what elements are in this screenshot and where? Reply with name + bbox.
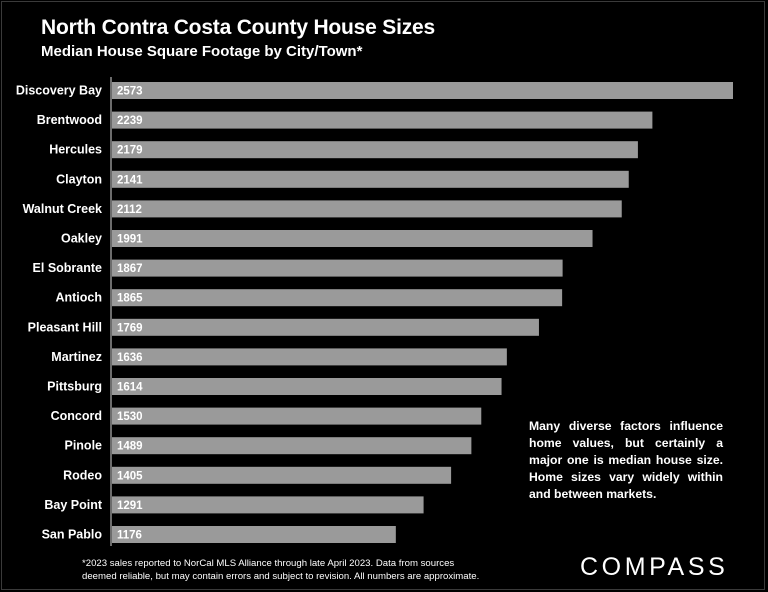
bar (112, 466, 452, 484)
data-label: 2239 (117, 115, 143, 127)
data-label: 1867 (117, 263, 143, 275)
bar (112, 437, 472, 455)
category-label: San Pablo (42, 528, 103, 542)
footnote-line-1: *2023 sales reported to NorCal MLS Allia… (82, 558, 455, 569)
bar (112, 318, 539, 336)
category-label: Martinez (51, 350, 102, 364)
category-label: Pinole (64, 439, 102, 453)
data-label: 1769 (117, 322, 143, 334)
category-label: Bay Point (44, 498, 102, 512)
footnote: *2023 sales reported to NorCal MLS Allia… (82, 557, 479, 583)
data-label: 1636 (117, 352, 143, 364)
data-label: 1865 (117, 293, 143, 305)
category-label: Pleasant Hill (28, 320, 102, 334)
data-label: 2573 (117, 86, 143, 98)
bar (112, 111, 653, 129)
category-label: Rodeo (63, 468, 102, 482)
data-label: 1291 (117, 500, 143, 512)
bar (112, 82, 733, 99)
category-label: Clayton (56, 172, 102, 186)
data-label: 1614 (117, 382, 143, 394)
bar (112, 259, 563, 277)
category-label: Hercules (49, 143, 102, 157)
bar (112, 200, 622, 218)
category-label: Pittsburg (47, 380, 102, 394)
bar (112, 526, 396, 543)
category-label: Brentwood (37, 113, 102, 127)
bar (112, 141, 638, 159)
bar (112, 378, 502, 395)
bar (112, 170, 629, 188)
compass-logo: COMPASS (580, 553, 729, 581)
bar (112, 496, 424, 514)
data-label: 2112 (117, 204, 142, 216)
category-label: El Sobrante (33, 261, 103, 275)
bar (112, 230, 593, 247)
bar (112, 289, 563, 307)
commentary-note: Many diverse factors influence home valu… (529, 419, 723, 501)
chart-title: North Contra Costa County House Sizes (41, 16, 435, 39)
footnote-line-2: deemed reliable, but may contain errors … (82, 571, 480, 582)
data-label: 1991 (117, 234, 143, 246)
data-label: 1530 (117, 411, 143, 423)
category-label: Antioch (55, 291, 102, 305)
data-label: 1405 (117, 470, 143, 482)
category-label: Concord (51, 409, 102, 423)
data-label: 2179 (117, 145, 143, 157)
bar (112, 348, 507, 366)
category-label: Oakley (61, 232, 102, 246)
bar (112, 407, 482, 425)
category-label: Walnut Creek (23, 202, 102, 216)
chart-subtitle: Median House Square Footage by City/Town… (41, 43, 363, 60)
category-label: Discovery Bay (16, 84, 102, 98)
data-label: 2141 (117, 174, 143, 186)
data-label: 1489 (117, 441, 143, 453)
data-label: 1176 (117, 530, 142, 542)
